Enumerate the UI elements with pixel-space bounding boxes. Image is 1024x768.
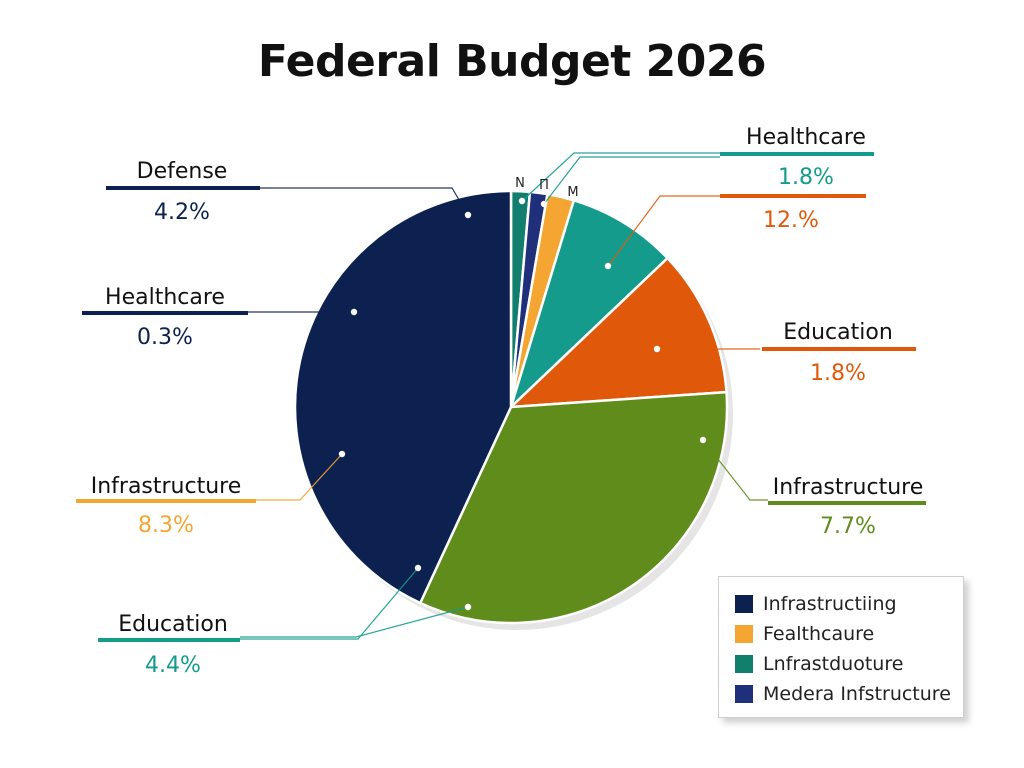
- pie-slice-3: [508, 198, 670, 412]
- callout-value: 0.3%: [137, 325, 193, 350]
- legend-label: Medera Infstructure: [763, 683, 951, 705]
- connector-dot-0: [464, 211, 472, 219]
- callout-value: 12.%: [763, 208, 819, 233]
- chart-legend: Infrastructiing Fealthcaure Lnfrastduoture…: [718, 576, 964, 718]
- legend-swatch: [735, 625, 753, 643]
- connector-dot-6: [540, 200, 548, 208]
- callout-value: 1.8%: [778, 165, 834, 190]
- pie-slice-6: [293, 189, 513, 605]
- connector-dot-8: [653, 345, 661, 353]
- callout-label: Infrastructure: [773, 475, 924, 500]
- callout-0: Defense 4.2%: [106, 159, 260, 225]
- legend-swatch: [735, 595, 753, 613]
- legend-swatch: [735, 655, 753, 673]
- callout-label: Healthcare: [746, 125, 866, 150]
- connector-dot-5: [518, 197, 526, 205]
- connector-dot-9: [699, 436, 707, 444]
- connector-line-3: [240, 567, 419, 640]
- chart-title: Federal Budget 2026: [257, 36, 767, 87]
- legend-item-1: Fealthcaure: [735, 619, 963, 649]
- connector-dot-2: [338, 450, 346, 458]
- legend-item-3: Medera Infstructure: [735, 679, 963, 709]
- callout-value: 8.3%: [138, 513, 194, 538]
- callout-value: 7.7%: [820, 514, 876, 539]
- callout-label: Education: [783, 320, 893, 345]
- connector-dot-7: [604, 262, 612, 270]
- legend-item-0: Infrastructiing: [735, 589, 963, 619]
- legend-item-2: Lnfrastduoture: [735, 649, 963, 679]
- slice-label-2: M: [567, 185, 578, 200]
- connector-dot-1: [350, 308, 358, 316]
- legend-label: Infrastructiing: [763, 593, 897, 615]
- connector-line-9: [702, 439, 768, 501]
- slice-label-0: N: [515, 176, 525, 191]
- pie-slice-4: [507, 256, 728, 409]
- callout-7: Infrastructure 7.7%: [768, 475, 926, 539]
- connector-line-2: [256, 453, 343, 501]
- connector-line-5: [521, 152, 720, 202]
- callout-4: Healthcare 1.8%: [720, 125, 874, 190]
- legend-label: Fealthcaure: [763, 623, 875, 645]
- connector-line-4: [240, 606, 469, 638]
- connector-line-7: [607, 195, 720, 267]
- connector-line-0: [260, 187, 469, 216]
- connector-dot-3: [414, 564, 422, 572]
- callout-2: Infrastructure 8.3%: [76, 474, 256, 538]
- callout-3: Education 4.4%: [98, 612, 240, 678]
- callout-1: Healthcare 0.3%: [82, 285, 248, 350]
- pie-slice-5: [418, 390, 729, 625]
- callout-label: Healthcare: [105, 285, 225, 310]
- callout-label: Education: [118, 612, 228, 637]
- callout-value: 1.8%: [810, 361, 866, 386]
- callout-value: 4.4%: [145, 653, 201, 678]
- callout-5: 12.%: [720, 194, 866, 233]
- connector-dot-4: [464, 603, 472, 611]
- legend-label: Lnfrastduoture: [763, 653, 904, 675]
- connector-lines: [240, 152, 768, 640]
- callout-6: Education 1.8%: [762, 320, 916, 386]
- callout-label: Infrastructure: [91, 474, 242, 499]
- connector-line-6: [543, 156, 720, 205]
- legend-swatch: [735, 685, 753, 703]
- callout-value: 4.2%: [154, 200, 210, 225]
- slice-label-1: Π: [539, 178, 549, 193]
- callout-label: Defense: [137, 159, 228, 184]
